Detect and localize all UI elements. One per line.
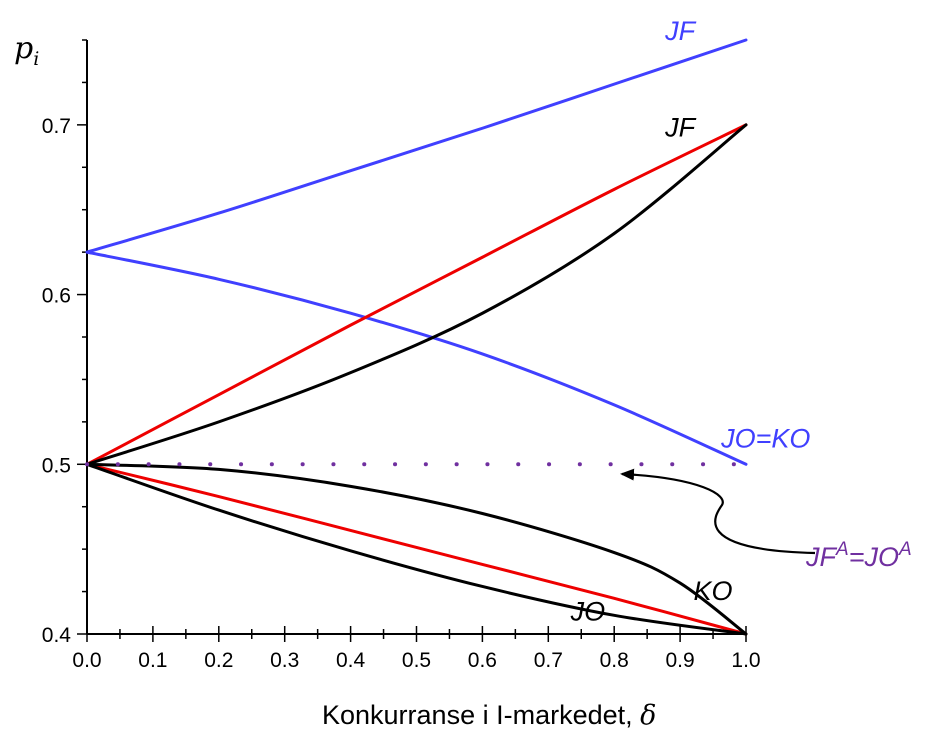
x-tick-label: 0.1 [138,649,167,672]
curve-label-jo: JO [570,596,606,626]
labels-layer: JF JF JO=KO KO JO [570,16,811,626]
x-tick-label: 0.8 [600,649,629,672]
series-line-4 [85,123,748,466]
series-line-2 [85,250,748,466]
y-axis-label: pi [14,31,39,70]
y-tick-label: 0.4 [42,624,72,647]
curve-label-jf: JF [664,16,697,46]
x-tick-label: 0.0 [72,649,101,672]
curve-label-ko: KO [694,576,733,606]
axes: 0.0 0.1 0.2 0.3 0.4 0.5 0.6 0.7 0.8 0.9 1.0 0.4 0.5 0… [42,39,761,672]
series-line-5 [85,462,748,636]
y-tick-label: 0.7 [42,115,71,138]
y-tick-label: 0.6 [42,285,71,308]
x-tick-label: 0.7 [534,649,563,672]
x-tick-label: 1.0 [731,649,760,672]
x-tick-label: 0.5 [402,649,431,672]
x-tick-label: 0.2 [204,649,233,672]
callout-arrow [620,468,816,555]
x-tick-label: 0.6 [468,649,497,672]
y-tick-label: 0.5 [42,454,71,477]
x-axis-label-symbol: δ [640,700,656,731]
callout-label: JFA=JOA [805,539,912,572]
x-axis-label: Konkurranse i I-markedet, δ [322,700,656,731]
series-layer [85,38,748,636]
curve-label-jo-ko: JO=KO [720,423,810,453]
x-tick-label: 0.9 [665,649,694,672]
x-tick-label: 0.4 [336,649,366,672]
curve-label-jf: JF [664,113,697,143]
series-line-1 [85,38,748,254]
series-line-3 [85,123,748,466]
series-line-6 [85,462,748,636]
series-line-7 [85,462,748,636]
x-tick-label: 0.3 [270,649,299,672]
y-axis-label-subscript: i [33,48,39,70]
